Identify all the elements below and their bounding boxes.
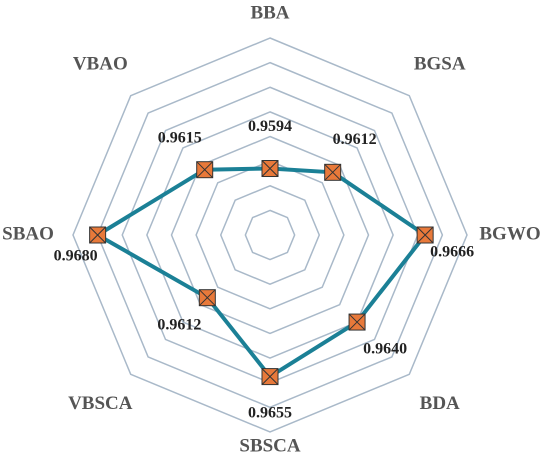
marker: [198, 289, 216, 307]
grid-ring: [146, 111, 394, 359]
value-label: 0.9612: [333, 131, 377, 148]
axis-label: BGWO: [479, 223, 540, 244]
marker: [261, 368, 279, 386]
marker: [416, 226, 434, 244]
marker-part: [324, 163, 342, 181]
marker-part: [89, 226, 106, 244]
axis-label: BDA: [420, 393, 460, 414]
marker: [348, 313, 366, 331]
axis-label: BGSA: [414, 54, 466, 75]
grid-ring: [244, 209, 296, 261]
grid-ring: [72, 37, 468, 433]
axis-label: BBA: [250, 2, 289, 23]
marker-part: [261, 368, 279, 385]
grid-ring: [96, 61, 444, 409]
marker: [324, 163, 342, 181]
marker: [89, 226, 107, 244]
value-label: 0.9680: [54, 248, 98, 265]
grid-ring: [195, 160, 345, 310]
axis-label: VBAO: [73, 54, 128, 75]
grid-ring: [219, 184, 321, 286]
grid-ring: [170, 135, 370, 335]
marker-part: [198, 289, 216, 307]
marker-part: [261, 160, 279, 177]
axis-label: SBSCA: [239, 435, 301, 456]
value-label: 0.9640: [363, 341, 407, 358]
marker: [261, 160, 279, 178]
value-label: 0.9615: [158, 129, 202, 146]
marker-part: [348, 313, 366, 331]
marker-part: [196, 161, 214, 179]
marker: [196, 161, 214, 179]
value-label: 0.9594: [248, 118, 292, 135]
axis-label: VBSCA: [68, 393, 133, 414]
axis-label: SBAO: [2, 223, 54, 244]
value-label: 0.9666: [430, 244, 474, 261]
value-label: 0.9655: [248, 404, 292, 421]
value-label: 0.9612: [157, 316, 201, 333]
marker-part: [416, 226, 434, 244]
